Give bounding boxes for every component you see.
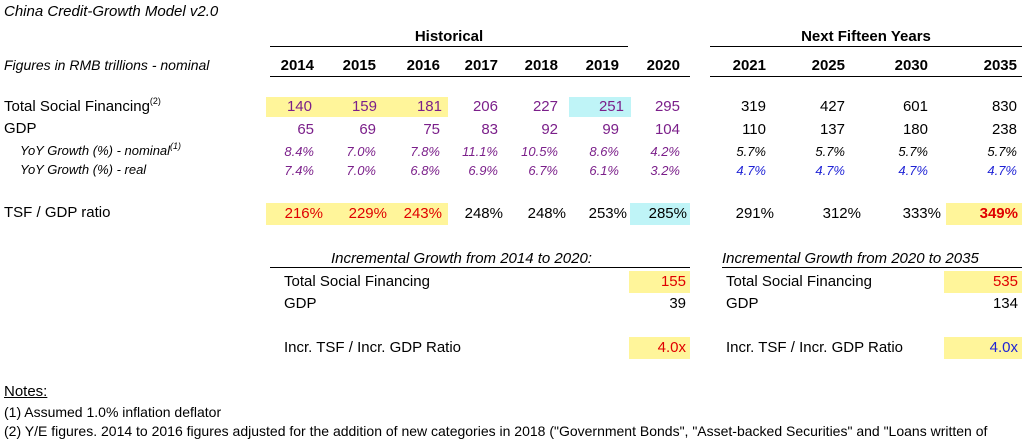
yoy-real-cell: 6.1% <box>589 163 619 178</box>
forecast-rule <box>710 46 1022 47</box>
row-label-tsf: Total Social Financing(2) <box>4 96 161 115</box>
tsf-cell: 427 <box>819 98 845 115</box>
row-label-yoy-real: YoY Growth (%) - real <box>20 162 147 177</box>
yoy-nominal-cell: 10.5% <box>521 144 558 159</box>
incremental-right-header: Incremental Growth from 2020 to 2035 <box>722 250 979 267</box>
historical-rule <box>270 46 628 47</box>
incr-left-tsf-value: 155 <box>629 271 690 293</box>
tsf-cell: 319 <box>740 98 766 115</box>
incr-right-ratio-value: 4.0x <box>944 337 1022 359</box>
yoy-real-cell: 6.8% <box>410 163 440 178</box>
tsf-cell: 140 <box>266 97 328 117</box>
gdp-cell: 110 <box>742 121 766 138</box>
yoy-nominal-cell: 5.7% <box>898 144 928 159</box>
ratio-cell: 285% <box>630 203 690 225</box>
yoy-real-cell: 6.9% <box>468 163 498 178</box>
year-header: 2014 <box>280 57 314 74</box>
yoy-nominal-cell: 5.7% <box>736 144 766 159</box>
gdp-cell: 65 <box>297 121 314 138</box>
gdp-cell: 99 <box>602 121 619 138</box>
tsf-cell: 159 <box>328 97 390 117</box>
tsf-cell: 295 <box>654 98 680 115</box>
incr-right-tsf-label: Total Social Financing <box>726 273 872 290</box>
yoy-nominal-cell: 7.8% <box>410 144 440 159</box>
ratio-cell: 253% <box>588 205 627 222</box>
incr-right-ratio-label: Incr. TSF / Incr. GDP Ratio <box>726 339 904 356</box>
year-header: 2016 <box>406 57 440 74</box>
yoy-nominal-cell: 11.1% <box>462 144 498 159</box>
yoy-real-cell: 3.2% <box>650 163 680 178</box>
yoy-real-cell: 7.0% <box>346 163 376 178</box>
tsf-cell: 227 <box>532 98 558 115</box>
ratio-cell: 333% <box>902 205 941 222</box>
tsf-cell: 181 <box>390 97 448 117</box>
incr-left-ratio-value: 4.0x <box>629 337 690 359</box>
incremental-left-rule <box>270 267 690 268</box>
incr-left-ratio-label: Incr. TSF / Incr. GDP Ratio <box>284 339 462 356</box>
yoy-nominal-cell: 5.7% <box>815 144 845 159</box>
gdp-cell: 92 <box>541 121 558 138</box>
incr-left-tsf-label: Total Social Financing <box>284 273 430 290</box>
year-header: 2021 <box>732 57 766 74</box>
tsf-cell: 601 <box>902 98 928 115</box>
yoy-real-cell: 4.7% <box>898 163 928 178</box>
gdp-cell: 69 <box>359 121 376 138</box>
ratio-cell: 216% <box>266 203 328 225</box>
yoy-real-cell: 4.7% <box>815 163 845 178</box>
yoy-nominal-cell: 8.4% <box>284 144 314 159</box>
incr-right-tsf-value: 535 <box>944 271 1022 293</box>
units-caption: Figures in RMB trillions - nominal <box>4 57 210 73</box>
tsf-cell: 206 <box>472 98 498 115</box>
year-header: 2020 <box>646 57 680 74</box>
note-2: (2) Y/E figures. 2014 to 2016 figures ad… <box>4 423 988 439</box>
incremental-left-header: Incremental Growth from 2014 to 2020: <box>331 250 592 267</box>
gdp-cell: 104 <box>654 121 680 138</box>
yoy-nominal-cell: 7.0% <box>346 144 376 159</box>
year-header: 2015 <box>342 57 376 74</box>
ratio-cell: 349% <box>946 203 1022 225</box>
incremental-right-rule <box>722 267 1022 268</box>
yoy-nominal-cell: 5.7% <box>987 144 1017 159</box>
gdp-cell: 83 <box>481 121 498 138</box>
yoy-real-cell: 4.7% <box>987 163 1017 178</box>
note-1: (1) Assumed 1.0% inflation deflator <box>4 404 222 420</box>
year-header: 2018 <box>524 57 558 74</box>
gdp-cell: 238 <box>991 121 1017 138</box>
incr-left-gdp-value: 39 <box>669 295 686 312</box>
year-rule-forecast <box>710 76 1022 77</box>
year-header: 2025 <box>811 57 845 74</box>
incr-right-gdp-value: 134 <box>992 295 1018 312</box>
yoy-nominal-cell: 4.2% <box>650 144 680 159</box>
ratio-cell: 248% <box>527 205 566 222</box>
year-header: 2019 <box>585 57 619 74</box>
ratio-cell: 312% <box>822 205 861 222</box>
gdp-cell: 75 <box>423 121 440 138</box>
row-label-yoy-nominal: YoY Growth (%) - nominal(1) <box>20 141 182 158</box>
yoy-nominal-cell: 8.6% <box>589 144 619 159</box>
row-label-gdp: GDP <box>4 120 37 137</box>
yoy-real-cell: 4.7% <box>736 163 766 178</box>
gdp-cell: 137 <box>819 121 845 138</box>
incr-left-gdp-label: GDP <box>284 295 317 312</box>
year-header: 2030 <box>894 57 928 74</box>
historical-header: Historical <box>414 28 484 45</box>
gdp-cell: 180 <box>902 121 928 138</box>
notes-heading: Notes: <box>4 383 48 400</box>
ratio-cell: 291% <box>735 205 774 222</box>
row-label-ratio: TSF / GDP ratio <box>4 204 111 221</box>
ratio-cell: 243% <box>390 203 448 225</box>
model-title: China Credit-Growth Model v2.0 <box>4 3 219 20</box>
year-rule-historical <box>270 76 690 77</box>
incr-right-gdp-label: GDP <box>726 295 759 312</box>
year-header: 2035 <box>983 57 1017 74</box>
yoy-real-cell: 6.7% <box>528 163 558 178</box>
tsf-cell: 251 <box>569 97 631 117</box>
ratio-cell: 229% <box>328 203 390 225</box>
ratio-cell: 248% <box>464 205 503 222</box>
forecast-header: Next Fifteen Years <box>801 28 931 45</box>
yoy-real-cell: 7.4% <box>284 163 314 178</box>
tsf-cell: 830 <box>991 98 1017 115</box>
year-header: 2017 <box>464 57 498 74</box>
